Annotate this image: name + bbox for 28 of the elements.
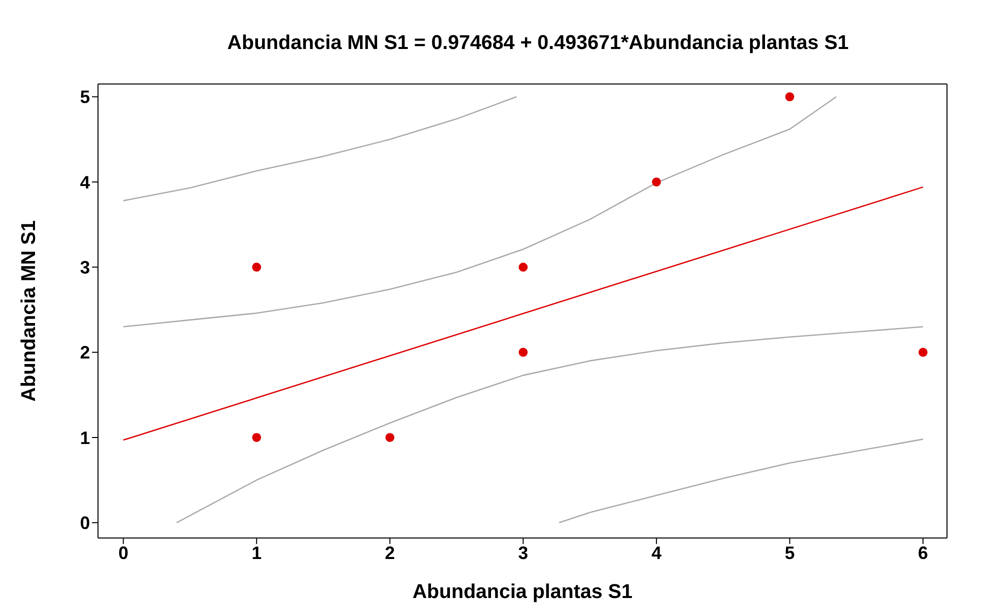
line-series bbox=[122, 96, 838, 328]
x-tick-label: 6 bbox=[918, 542, 928, 563]
point bbox=[252, 432, 262, 442]
point bbox=[652, 177, 661, 186]
y-tick-label: 5 bbox=[80, 87, 90, 108]
y-tick-label: 1 bbox=[80, 428, 90, 448]
point bbox=[518, 348, 528, 357]
point bbox=[252, 262, 262, 272]
x-tick-label: 0 bbox=[118, 542, 128, 563]
y-tick-label: 3 bbox=[80, 258, 90, 278]
x-tick-label: 1 bbox=[252, 542, 262, 563]
point bbox=[518, 262, 528, 272]
line-series bbox=[176, 326, 924, 524]
x-tick-label: 3 bbox=[518, 542, 528, 563]
y-axis-title: Abundancia MN S1 bbox=[18, 220, 40, 402]
line-series bbox=[122, 96, 518, 202]
x-tick-label: 4 bbox=[651, 542, 662, 563]
x-tick-label: 2 bbox=[384, 542, 395, 563]
chart-title: Abundancia MN S1 = 0.974684 + 0.493671*Abundancia plantas S1 bbox=[226, 32, 850, 55]
x-tick-label: 5 bbox=[784, 542, 795, 563]
y-tick-label: 2 bbox=[80, 342, 90, 363]
x-axis-title: Abundancia plantas S1 bbox=[412, 581, 633, 603]
y-tick-label: 4 bbox=[80, 172, 90, 192]
point bbox=[918, 348, 928, 357]
y-tick-label: 0 bbox=[80, 513, 90, 534]
point bbox=[785, 92, 794, 102]
point bbox=[385, 432, 394, 442]
line-series bbox=[558, 438, 924, 524]
